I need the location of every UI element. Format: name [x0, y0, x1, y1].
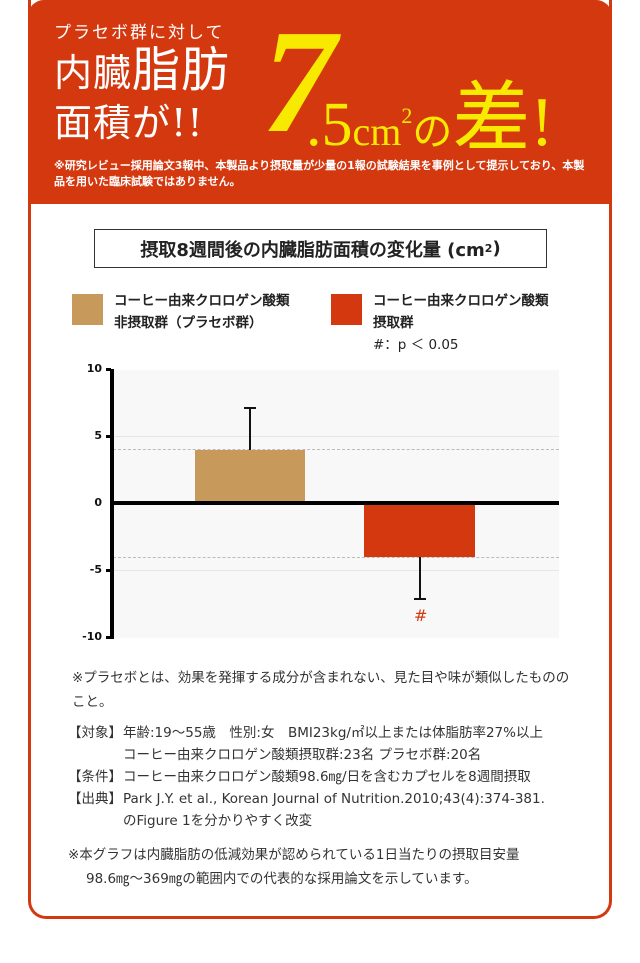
y-axis — [110, 369, 114, 639]
condition-key: 【出典】 — [68, 791, 122, 807]
condition-line: のFigure 1を分かりやすく改変 — [123, 813, 313, 829]
dashed-ref-lower — [113, 557, 559, 558]
chart-title: 摂取8週間後の内臓脂肪面積の変化量 (cm 2) — [94, 229, 547, 268]
gridline-minus5 — [113, 570, 559, 571]
condition-line: 年齢:19～55歳 性別:女 BMI23kg/㎡以上または体脂肪率27%以上 — [123, 725, 543, 741]
headline-diff: 差 — [452, 74, 531, 164]
chart-title-close: ) — [492, 238, 501, 259]
significance-mark: # — [414, 606, 428, 625]
ylabel-minus10: -10 — [82, 630, 102, 643]
condition-line: Park J.Y. et al., Korean Journal of Nutr… — [123, 791, 545, 807]
errorbar-cap-placebo — [244, 407, 256, 409]
headline-no: の — [412, 109, 453, 155]
graph-note-line1: ※本グラフは内臓脂肪の低減効果が認められている1日当たりの摂取目安量 — [68, 847, 520, 863]
legend-placebo-line1: コーヒー由来クロロゲン酸類 — [114, 293, 290, 309]
condition-values: コーヒー由来クロロゲン酸類98.6㎎/日を含むカプセルを8週間摂取 — [123, 766, 531, 788]
placebo-note: ※プラセボとは、効果を発揮する成分が含まれない、見た目や味が類似したもののこと。 — [72, 670, 570, 710]
headline-number: 7 — [262, 0, 336, 164]
header-banner — [28, 0, 612, 204]
header-line1-a: 内臓 — [54, 51, 133, 95]
ytick-minus10 — [106, 636, 111, 639]
legend-swatch-treatment — [331, 294, 362, 325]
legend-swatch-placebo — [72, 294, 103, 325]
ytick-10 — [106, 368, 111, 371]
header-line2: 面積が!! — [54, 101, 204, 145]
header-line1-b: 脂肪 — [132, 42, 231, 98]
condition-values: 年齢:19～55歳 性別:女 BMI23kg/㎡以上または体脂肪率27%以上 コ… — [123, 722, 543, 766]
ylabel-5: 5 — [94, 429, 102, 442]
zero-axis-line — [110, 501, 559, 505]
graph-note-line2: 98.6㎎～369㎎の範囲内での代表的な採用論文を示しています。 — [86, 871, 478, 887]
chart-title-sup: 2 — [484, 242, 493, 255]
headline-decimal: .5 — [306, 91, 353, 159]
condition-protocol: 【条件】 コーヒー由来クロロゲン酸類98.6㎎/日を含むカプセルを8週間摂取 — [68, 766, 531, 788]
headline-unit-sup: 2 — [401, 103, 413, 128]
legend-treatment-line2: 摂取群 — [373, 315, 414, 331]
condition-values: Park J.Y. et al., Korean Journal of Nutr… — [123, 788, 545, 832]
legend-treatment-line1: コーヒー由来クロロゲン酸類 — [373, 293, 549, 309]
ylabel-minus5: -5 — [89, 563, 102, 576]
legend-significance: #：p ＜ 0.05 — [373, 337, 459, 353]
legend-placebo: コーヒー由来クロロゲン酸類 非摂取群（プラセボ群） — [114, 290, 290, 334]
headline-unit: cm — [352, 109, 402, 154]
ytick-minus5 — [106, 569, 111, 572]
graph-note: ※本グラフは内臓脂肪の低減効果が認められている1日当たりの摂取目安量 98.6㎎… — [68, 843, 520, 891]
condition-source: 【出典】 Park J.Y. et al., Korean Journal of… — [68, 788, 545, 832]
dashed-ref-upper — [113, 449, 559, 450]
chart-title-text: 摂取8週間後の内臓脂肪面積の変化量 (cm — [140, 239, 485, 261]
bar-treatment — [364, 505, 475, 557]
ylabel-0: 0 — [94, 496, 102, 509]
errorbar-treatment — [419, 557, 421, 599]
bar-placebo — [195, 450, 305, 502]
header-disclaimer: ※研究レビュー採用論文3報中、本製品より摂取量が少量の1報の試験結果を事例として… — [54, 159, 585, 188]
condition-line: コーヒー由来クロロゲン酸類98.6㎎/日を含むカプセルを8週間摂取 — [123, 769, 531, 785]
legend-treatment: コーヒー由来クロロゲン酸類 摂取群 #：p ＜ 0.05 — [373, 290, 549, 356]
condition-key: 【対象】 — [68, 725, 122, 741]
header-subtitle: プラセボ群に対して — [54, 23, 225, 43]
condition-key: 【条件】 — [68, 769, 122, 785]
condition-subjects: 【対象】 年齢:19～55歳 性別:女 BMI23kg/㎡以上または体脂肪率27… — [68, 722, 543, 766]
errorbar-placebo — [249, 408, 251, 450]
headline-rest: .5cm2の差! — [306, 80, 554, 158]
headline-exclamation: ! — [530, 84, 554, 161]
errorbar-cap-treatment — [414, 598, 426, 600]
ylabel-10: 10 — [86, 362, 102, 375]
gridline-5 — [113, 436, 559, 437]
condition-line: コーヒー由来クロロゲン酸類摂取群:23名 プラセボ群:20名 — [123, 747, 482, 763]
header-line1: 内臓脂肪 — [54, 46, 230, 94]
legend-placebo-line2: 非摂取群（プラセボ群） — [114, 315, 263, 331]
ytick-5 — [106, 435, 111, 438]
